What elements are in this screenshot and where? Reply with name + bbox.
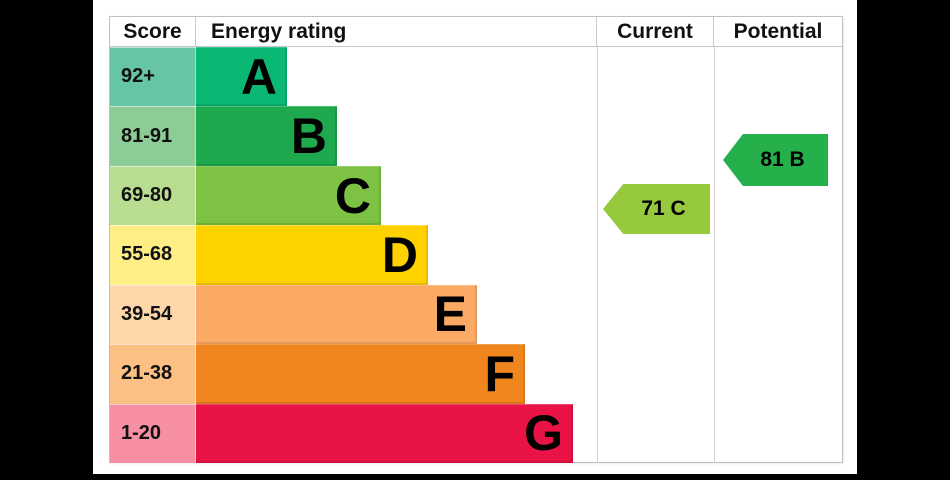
band-letter-g: G [524,405,563,462]
score-range-a: 92+ [110,47,196,107]
rating-bar-d: D [196,225,428,285]
bar-area-a: A [196,47,842,107]
band-letter-d: D [381,226,418,283]
bar-area-g: G [196,403,842,463]
rating-bar-f: F [196,344,525,404]
score-range-c: 69-80 [110,165,196,226]
score-column-header: Score [110,17,196,46]
band-row-a: 92+ A [110,47,842,107]
band-row-c: 69-80 C [110,165,842,226]
band-row-d: 55-68 D [110,225,842,285]
potential-rating-label: 81 B [760,148,805,171]
potential-column-header: Potential [733,19,823,43]
rating-bands-body: 92+ A 81-91 B 69-80 C 55-68 D 39-54 E 21-38 F 1-20 G … [110,47,842,463]
score-range-g: 1-20 [110,403,196,463]
current-rating-column: 71 C [597,47,715,463]
current-column-header: Current [597,17,714,46]
band-letter-c: C [334,167,371,224]
score-range-d: 55-68 [110,225,196,285]
bar-area-f: F [196,344,842,404]
bar-area-e: E [196,284,842,345]
bar-area-b: B [196,106,842,166]
bar-area-d: D [196,225,842,285]
score-range-e: 39-54 [110,284,196,345]
band-row-e: 39-54 E [110,284,842,345]
rating-bar-a: A [196,47,287,107]
energy-rating-column-header: Energy rating [196,17,597,46]
score-range-b: 81-91 [110,106,196,166]
rating-bar-b: B [196,106,337,166]
band-letter-b: B [290,108,327,165]
current-rating-arrow: 71 C [603,184,710,234]
potential-rating-column: 81 B [715,47,843,463]
rating-bar-e: E [196,284,477,345]
score-range-f: 21-38 [110,344,196,404]
epc-chart-panel: Score Energy rating Current Potential 92… [93,0,857,474]
rating-bar-c: C [196,165,381,226]
rating-bar-g: G [196,403,573,463]
band-row-g: 1-20 G [110,403,842,463]
potential-rating-arrow: 81 B [723,134,828,186]
band-letter-a: A [240,48,277,105]
band-row-f: 21-38 F [110,344,842,404]
band-row-b: 81-91 B [110,106,842,166]
bar-area-c: C [196,165,842,226]
band-letter-f: F [484,345,515,402]
table-header-row: Score Energy rating Current Potential [110,17,842,47]
band-letter-e: E [433,286,467,343]
epc-rating-table: Score Energy rating Current Potential 92… [109,16,843,463]
current-rating-label: 71 C [641,197,686,220]
